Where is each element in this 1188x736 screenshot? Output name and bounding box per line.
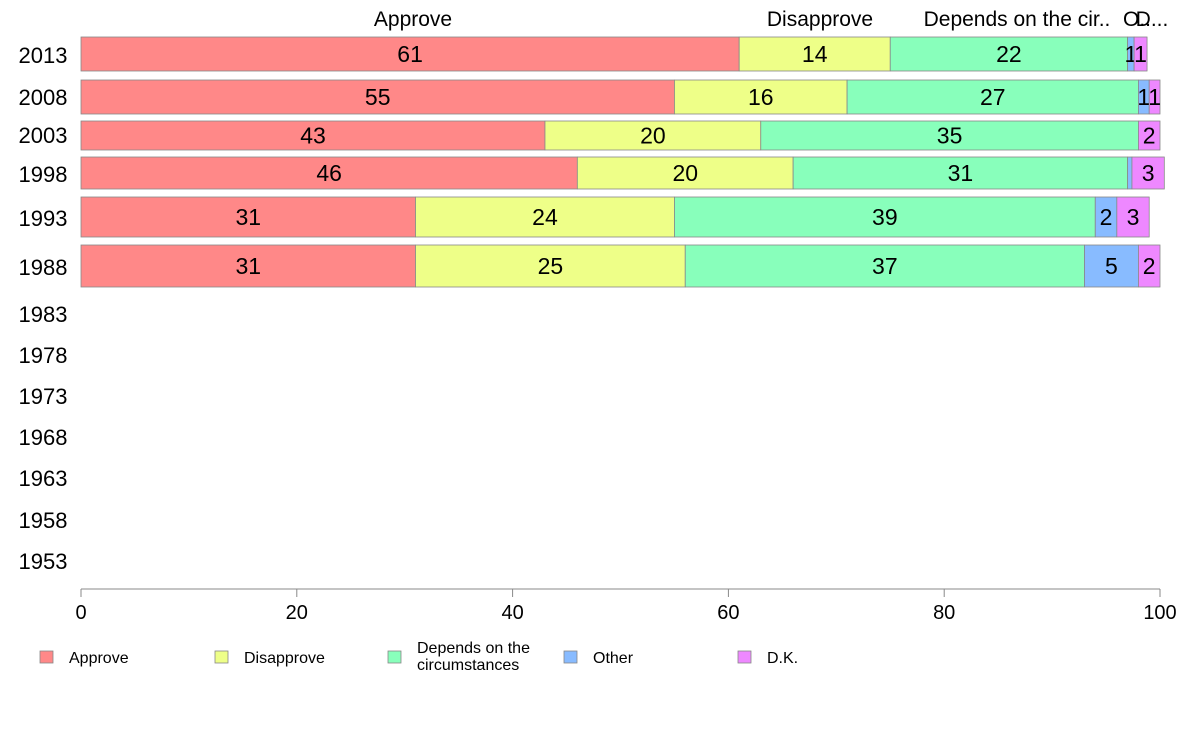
year-label-1953: 1953 xyxy=(19,549,68,574)
legend-label-disapprove: Disapprove xyxy=(244,650,325,667)
data-label-2008-disapprove: 16 xyxy=(748,84,774,110)
year-label-2013: 2013 xyxy=(19,43,68,68)
column-header-2: Disapprove xyxy=(767,8,873,31)
bar-1998-other xyxy=(1127,156,1133,190)
data-label-2008-depends-on-the-circumstances: 27 xyxy=(980,84,1006,110)
bar-1993-d-k xyxy=(1116,196,1150,238)
bar-1993-disapprove xyxy=(415,196,675,238)
bar-1998-d-k xyxy=(1131,156,1165,190)
legend-swatch-d-k xyxy=(737,650,752,664)
legend-label-approve: Approve xyxy=(69,650,129,667)
x-tick-label-0: 0 xyxy=(75,602,86,624)
data-label-2013-approve: 61 xyxy=(397,41,423,67)
data-label-1993-d-k: 3 xyxy=(1127,204,1140,230)
column-header-5: D... xyxy=(1136,8,1169,31)
bar-2013-d-k xyxy=(1133,36,1148,72)
data-label-2003-disapprove: 20 xyxy=(640,123,666,149)
legend-swatch-other xyxy=(563,650,578,664)
data-label-1988-depends-on-the-circumstances: 37 xyxy=(872,253,898,279)
data-label-1988-other: 5 xyxy=(1105,253,1118,279)
data-label-2008-d-k: 1 xyxy=(1148,84,1161,110)
legend-label-depends-on-the-circumstances-line2: circumstances xyxy=(417,657,519,674)
data-label-2013-d-k: 1 xyxy=(1134,41,1147,67)
x-tick-label-80: 80 xyxy=(933,602,955,624)
x-axis: 0 20 40 60 80 100 xyxy=(75,588,1177,624)
bar-2008-depends-on-the-circumstances xyxy=(846,79,1139,115)
data-label-2003-approve: 43 xyxy=(300,123,326,149)
year-label-1958: 1958 xyxy=(19,508,68,533)
column-header-1: Approve xyxy=(374,8,452,31)
bar-1988-other xyxy=(1084,244,1139,288)
data-label-1993-approve: 31 xyxy=(235,204,261,230)
legend-label-d-k: D.K. xyxy=(767,650,798,667)
data-label-1998-approve: 46 xyxy=(316,160,342,186)
bar-2008-d-k xyxy=(1148,79,1161,115)
legend-swatch-depends-on-the-circumstances xyxy=(387,650,402,664)
year-label-1978: 1978 xyxy=(19,343,68,368)
data-label-1988-approve: 31 xyxy=(235,253,261,279)
bar-2013-disapprove xyxy=(738,36,891,72)
year-label-1988: 1988 xyxy=(19,255,68,280)
year-labels: 2013 2008 2003 1998 1993 1988 1983 1978 1973 1968… xyxy=(19,43,68,574)
bar-1988-d-k xyxy=(1138,244,1161,288)
data-label-1993-disapprove: 24 xyxy=(532,204,558,230)
data-label-1988-d-k: 2 xyxy=(1143,253,1156,279)
data-label-2013-disapprove: 14 xyxy=(802,41,828,67)
data-label-2008-approve: 55 xyxy=(365,84,391,110)
year-label-1983: 1983 xyxy=(19,302,68,327)
bar-1988-depends-on-the-circumstances xyxy=(684,244,1085,288)
data-label-2003-depends-on-the-circumstances: 35 xyxy=(937,123,963,149)
year-label-1968: 1968 xyxy=(19,425,68,450)
bar-1988-approve xyxy=(80,244,416,288)
year-label-2003: 2003 xyxy=(19,123,68,148)
legend-swatch-approve xyxy=(39,650,54,664)
data-label-1993-other: 2 xyxy=(1100,204,1113,230)
legend: Approve Disapprove Depends on thecircumsta… xyxy=(39,640,798,674)
data-label-1993-depends-on-the-circumstances: 39 xyxy=(872,204,898,230)
bar-1998-disapprove xyxy=(576,156,794,190)
x-tick-label-60: 60 xyxy=(717,602,739,624)
year-label-1998: 1998 xyxy=(19,162,68,187)
legend-label-depends-on-the-circumstances-line1: Depends on the xyxy=(417,640,530,657)
bar-1993-approve xyxy=(80,196,416,238)
bar-1993-depends-on-the-circumstances xyxy=(674,196,1096,238)
data-label-2013-depends-on-the-circumstances: 22 xyxy=(996,41,1022,67)
column-header-3: Depends on the cir.. xyxy=(924,8,1111,31)
data-label-1988-disapprove: 25 xyxy=(538,253,564,279)
year-label-1963: 1963 xyxy=(19,466,68,491)
data-label-2008-other: 1 xyxy=(1137,84,1150,110)
data-label-1998-disapprove: 20 xyxy=(672,160,698,186)
column-header-4: O.. xyxy=(1123,8,1151,31)
legend-swatch-disapprove xyxy=(214,650,229,664)
bar-2003-depends-on-the-circumstances xyxy=(760,120,1139,151)
legend-label-other: Other xyxy=(593,650,634,667)
year-label-2008: 2008 xyxy=(19,85,68,110)
bar-2003-approve xyxy=(80,120,546,151)
x-tick-label-20: 20 xyxy=(286,602,308,624)
bar-1998-depends-on-the-circumstances xyxy=(792,156,1129,190)
data-label-1998-d-k: 3 xyxy=(1142,160,1155,186)
x-tick-label-100: 100 xyxy=(1143,602,1176,624)
data-label-2003-d-k: 2 xyxy=(1143,123,1156,149)
year-label-1993: 1993 xyxy=(19,206,68,231)
column-headers: Approve Disapprove Depends on the cir.. O..… xyxy=(374,8,1168,31)
year-label-1973: 1973 xyxy=(19,384,68,409)
bar-1998-approve xyxy=(80,156,578,190)
data-label-1998-depends-on-the-circumstances: 31 xyxy=(948,160,974,186)
x-tick-label-40: 40 xyxy=(501,602,523,624)
bar-2003-d-k xyxy=(1138,120,1161,151)
